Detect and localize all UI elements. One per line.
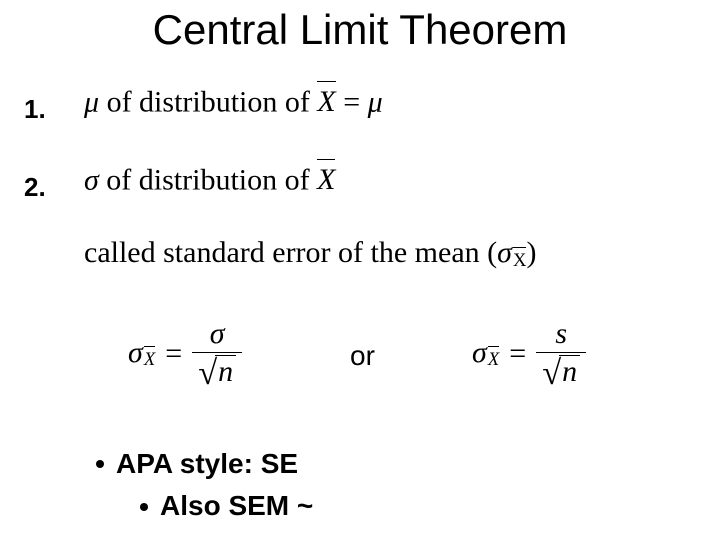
sqrt: √ n	[542, 355, 580, 390]
denominator: √ n	[192, 352, 242, 390]
sigma-sub-xbar: σ X	[472, 336, 499, 372]
list-item: APA style: SE	[96, 446, 313, 482]
denominator: √ n	[536, 352, 586, 390]
called-pre: called standard error of the mean (	[84, 236, 497, 269]
bullet-icon	[96, 460, 104, 468]
eq2-mid-text: of distribution of	[99, 163, 317, 196]
bullet-text-apa: APA style: SE	[116, 446, 298, 482]
sigma-symbol: σ	[84, 163, 99, 196]
numerator: σ	[204, 318, 231, 352]
fraction: σ √ n	[192, 318, 242, 389]
equation-mu-of-xbar: μ of distribution of X = μ	[84, 80, 383, 119]
called-post: )	[526, 236, 536, 269]
formula-row: σ X = σ √ n or σ X = s	[0, 318, 720, 398]
slide: Central Limit Theorem 1. 2. μ of distrib…	[0, 0, 720, 540]
list-number-1: 1.	[24, 94, 46, 125]
fraction: s √ n	[536, 318, 586, 389]
sem-formula-sample: σ X = s √ n	[472, 318, 586, 389]
list-item: Also SEM ~	[140, 488, 313, 524]
mu-symbol: μ	[84, 85, 99, 118]
equation-sigma-of-xbar: σ of distribution of X	[84, 158, 335, 197]
xbar-symbol: X	[317, 158, 335, 197]
eq1-mid-text: of distribution of	[99, 85, 317, 118]
eq1-equals: =	[336, 85, 368, 118]
sigma-sub-xbar: σX	[497, 236, 526, 272]
sem-formula-population: σ X = σ √ n	[128, 318, 242, 389]
list-number-2: 2.	[24, 172, 46, 203]
standard-error-label: called standard error of the mean (σX)	[84, 236, 536, 272]
sqrt: √ n	[198, 355, 236, 390]
bullet-icon	[140, 503, 148, 511]
sigma-sub-xbar: σ X	[128, 336, 155, 372]
equals-sign: =	[165, 337, 182, 371]
equals-sign: =	[509, 337, 526, 371]
or-separator: or	[350, 340, 375, 372]
page-title: Central Limit Theorem	[0, 6, 720, 54]
bullet-text-sem: Also SEM ~	[160, 488, 313, 524]
bullet-list: APA style: SE Also SEM ~	[96, 446, 313, 525]
xbar-symbol: X	[317, 80, 335, 119]
mu-rhs: μ	[368, 85, 383, 118]
numerator: s	[549, 318, 573, 352]
